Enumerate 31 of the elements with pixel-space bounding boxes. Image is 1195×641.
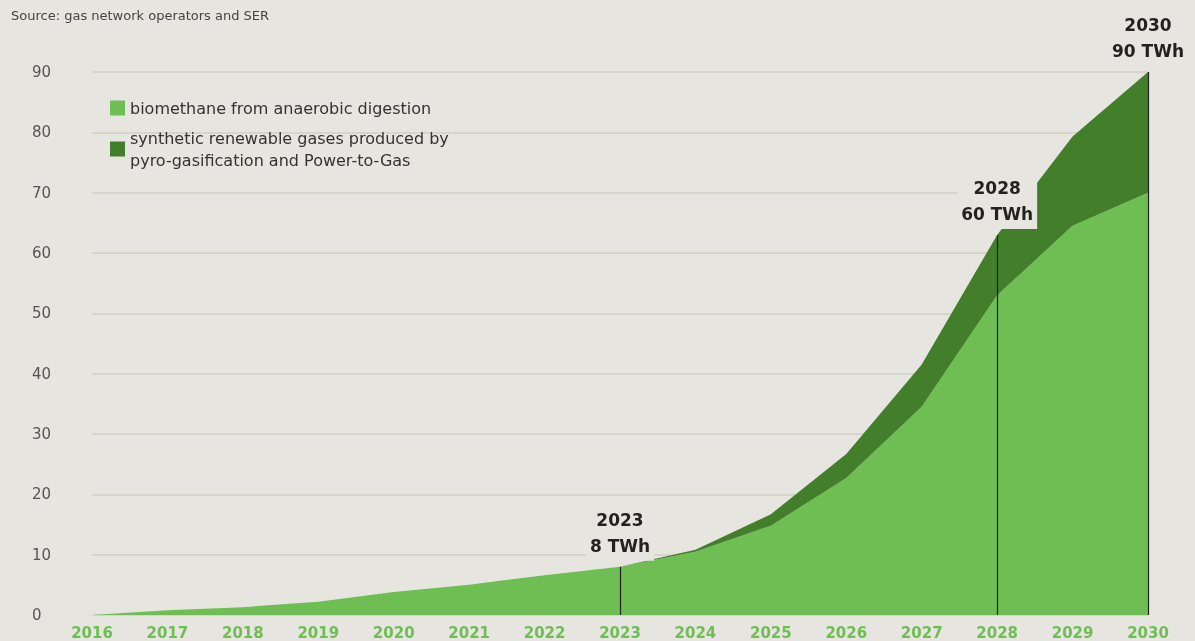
x-tick-label: 2019 [297, 623, 340, 641]
x-tick-label: 2029 [1051, 623, 1094, 641]
y-tick-label: 10 [32, 545, 52, 564]
x-tick-label: 2020 [372, 623, 415, 641]
annotation: 2023 8 TWh [589, 509, 651, 556]
y-tick-label: 30 [32, 425, 52, 443]
x-tick-label: 2025 [749, 623, 792, 641]
legend-label: synthetic renewable gases produced by pyro-gasification and Power-to-Gas [130, 128, 454, 170]
x-tick-label: 2030 [1127, 623, 1169, 641]
legend-label: biomethane from anaerobic digestion [130, 98, 432, 118]
annotation: 2028 60 TWh [961, 177, 1034, 224]
x-tick-label: 2017 [146, 623, 189, 641]
y-tick-label: 0 [32, 606, 42, 624]
x-tick-label: 2023 [599, 623, 641, 641]
y-tick-label: 70 [32, 183, 52, 202]
y-tick-label: 80 [32, 123, 52, 142]
x-tick-label: 2016 [71, 623, 113, 641]
y-tick-label: 40 [32, 364, 52, 383]
x-tick-label: 2026 [825, 623, 868, 641]
y-tick-label: 60 [32, 244, 52, 262]
y-tick-label: 90 [32, 63, 52, 81]
x-tick-label: 2022 [523, 623, 566, 641]
annotation: 2030 90 TWh [1111, 15, 1185, 61]
source-note: Source: gas network operators and SER [11, 8, 270, 23]
x-tick-label: 2021 [448, 623, 491, 641]
x-tick-label: 2027 [900, 623, 943, 641]
y-tick-label: 20 [32, 485, 52, 504]
x-tick-label: 2018 [221, 623, 264, 641]
x-tick-label: 2028 [976, 623, 1019, 641]
x-tick-label: 2024 [674, 623, 717, 641]
y-tick-label: 50 [32, 304, 52, 323]
